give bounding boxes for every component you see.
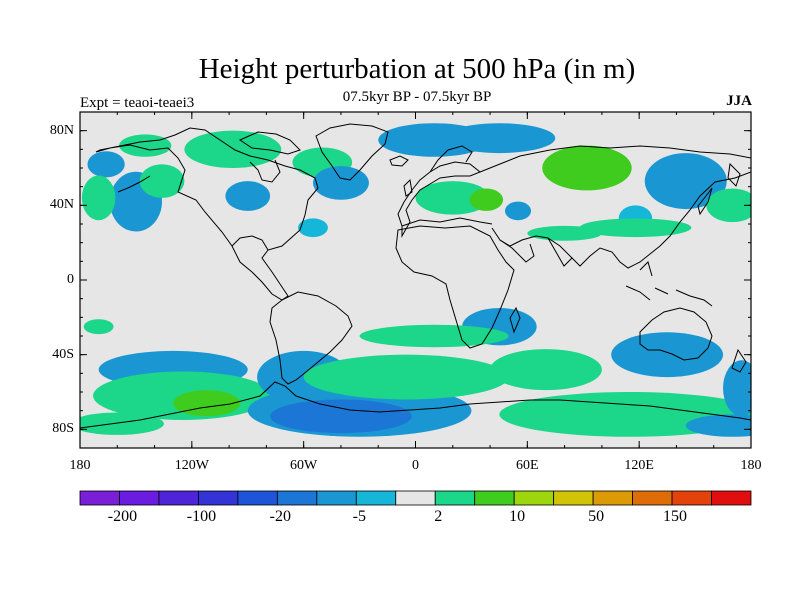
field-contour-9	[298, 218, 328, 238]
experiment-label: Expt = teaoi-teaei3	[80, 95, 195, 111]
field-contour-24	[359, 324, 509, 348]
field-contour-13	[469, 188, 504, 211]
coastline-kamchatka	[727, 162, 741, 187]
coastline-japan	[697, 187, 713, 216]
coastline-gulf-mexico	[231, 235, 269, 251]
colorbar-swatch-6	[316, 490, 357, 506]
field-contour-2	[81, 175, 116, 221]
coastline-alaska-peninsula	[117, 175, 151, 193]
field-contour-30	[270, 399, 412, 434]
colorbar-swatch-13	[592, 490, 633, 506]
field-contour-1	[87, 151, 125, 178]
field-contour-12	[415, 181, 491, 215]
field-contour-31	[303, 354, 509, 400]
season-label: JJA	[726, 93, 752, 109]
colorbar-label-3: -5	[352, 508, 366, 525]
coastline-asia	[479, 145, 751, 269]
colorbar	[79, 490, 752, 506]
field-contour-18	[706, 188, 751, 223]
plot-title: Height perturbation at 500 hPa (in m)	[198, 53, 636, 85]
x-tick-label-6: 180	[740, 458, 762, 473]
coastline-iceland	[389, 155, 409, 167]
y-tick-label-3: 40S	[52, 346, 74, 362]
x-tick-label-5: 120E	[624, 458, 654, 473]
y-tick-label-1: 40N	[49, 197, 74, 213]
y-tick-label-4: 80S	[52, 421, 74, 437]
colorbar-label-2: -20	[269, 508, 291, 525]
coastline-india	[547, 237, 573, 267]
x-tick-label-1: 120W	[174, 458, 209, 473]
x-tick-label-2: 60W	[290, 458, 318, 473]
colorbar-swatch-4	[237, 490, 278, 506]
coastline-arctic-islands	[238, 131, 301, 155]
colorbar-swatch-2	[158, 490, 199, 506]
colorbar-swatch-9	[434, 490, 476, 506]
colorbar-label-5: 10	[509, 508, 526, 525]
field-contour-37	[685, 414, 751, 437]
coastlines	[80, 123, 751, 429]
coastline-arabia	[499, 239, 535, 263]
coastline-antarctica	[80, 381, 751, 429]
coastline-africa	[395, 225, 515, 349]
coastline-europe	[397, 161, 481, 238]
colorbar-label-1: -100	[186, 508, 217, 525]
axis-ticks	[79, 112, 752, 448]
colorbar-swatch-1	[119, 490, 160, 506]
colorbar-swatch-7	[355, 490, 397, 506]
coastline-north-america	[95, 127, 319, 301]
x-tick-label-4: 60E	[516, 458, 539, 473]
colorbar-swatch-3	[198, 490, 239, 506]
coastline-hudson-bay	[249, 159, 281, 183]
colorbar-swatch-16	[711, 490, 752, 506]
colorbar-swatch-0	[79, 490, 120, 506]
field-contour-21	[527, 225, 602, 241]
colorbar-swatch-14	[632, 490, 673, 506]
colorbar-swatch-12	[553, 490, 594, 506]
field-contour-32	[490, 349, 602, 391]
coastline-south-america	[269, 291, 353, 385]
field-contour-36	[723, 360, 751, 417]
coastline-scandinavia	[429, 145, 473, 173]
colorbar-swatch-15	[671, 490, 712, 506]
field-contour-14	[504, 201, 532, 221]
plot-subtitle: 07.5kyr BP - 07.5kyr BP	[342, 89, 492, 105]
field-contour-16	[568, 158, 606, 178]
coastline-mediterranean	[401, 217, 493, 227]
x-tick-label-0: 180	[69, 458, 91, 473]
coastline-new-zealand	[731, 348, 747, 373]
colorbar-label-7: 150	[663, 508, 688, 525]
coastline-madagascar	[509, 306, 521, 334]
field-contour-8	[312, 166, 369, 200]
colorbar-swatch-5	[276, 490, 318, 506]
y-tick-label-0: 80N	[49, 122, 74, 138]
field-contour-20	[579, 218, 692, 238]
y-tick-label-2: 0	[67, 272, 74, 287]
coastline-britain	[403, 178, 413, 197]
colorbar-label-6: 50	[588, 508, 605, 525]
field-contour-35	[80, 412, 164, 435]
colorbar-label-4: 2	[434, 508, 443, 525]
field-contour-3	[139, 164, 185, 198]
field-contour-27	[173, 390, 241, 417]
colorbar-swatch-8	[395, 490, 436, 506]
coastline-indonesia	[625, 261, 713, 307]
x-tick-label-3: 0	[412, 458, 419, 473]
colorbar-label-0: -200	[107, 508, 138, 525]
coastline-greenland	[315, 123, 389, 181]
coastline-australia	[639, 307, 713, 361]
field-contour-33	[611, 332, 724, 378]
field-contour-11	[443, 123, 556, 154]
field-contour-6	[225, 181, 271, 211]
colorbar-swatch-10	[474, 490, 515, 506]
field-contour-5	[184, 130, 282, 168]
field-contour-22	[83, 319, 114, 335]
colorbar-swatch-11	[513, 490, 555, 506]
